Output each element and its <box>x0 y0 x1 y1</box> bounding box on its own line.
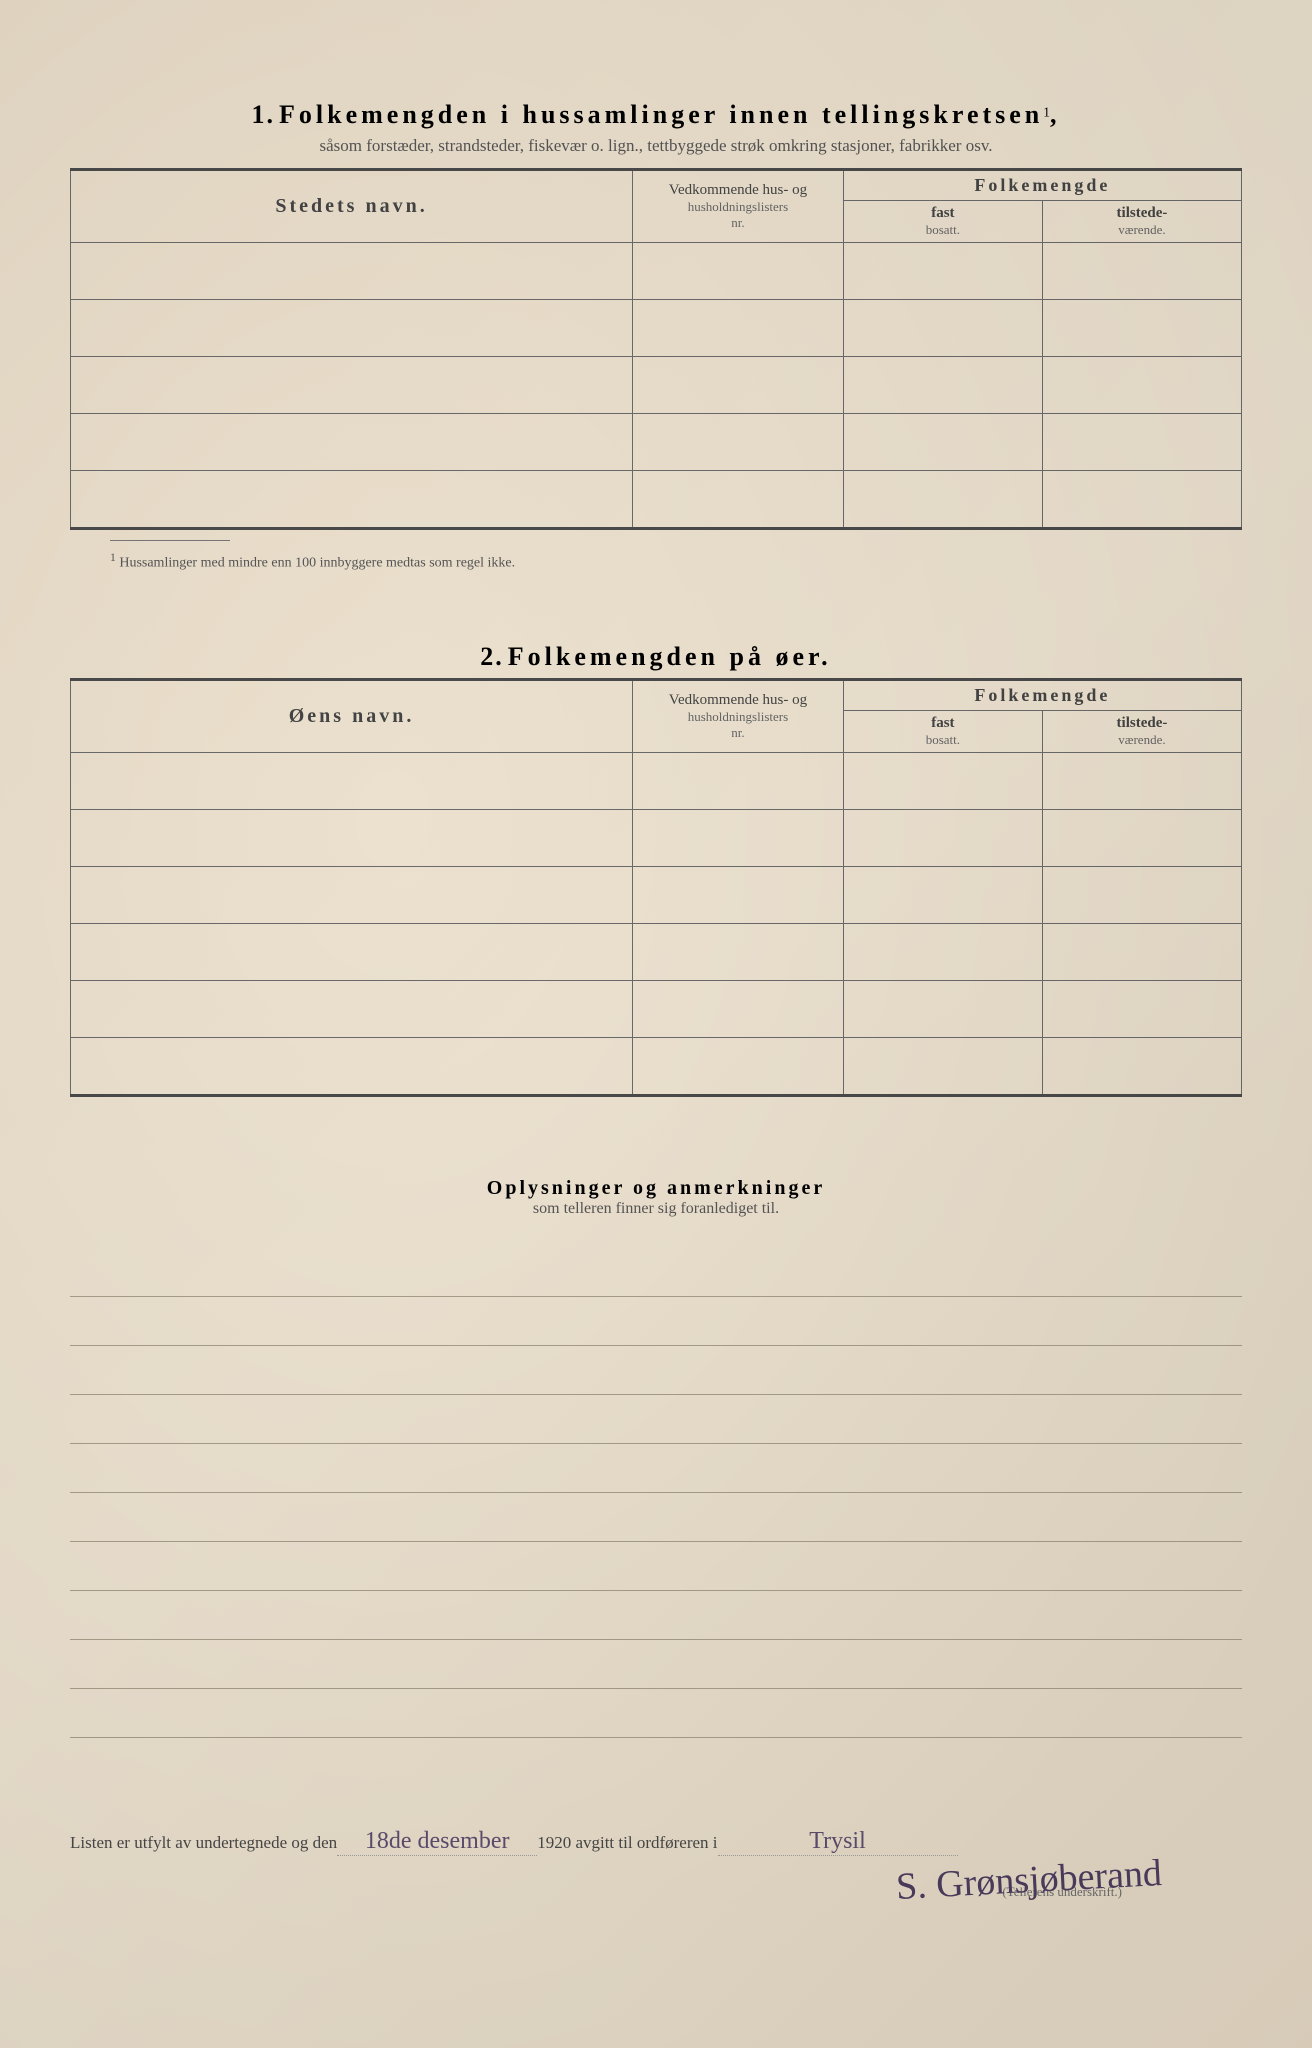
ruled-line <box>70 1297 1242 1346</box>
col-fast-bosatt: fast bosatt. <box>843 201 1042 243</box>
ruled-line <box>70 1689 1242 1738</box>
table-row <box>71 300 1242 357</box>
section2-title: 2. Folkemengden på øer. <box>70 642 1242 672</box>
ruled-line <box>70 1640 1242 1689</box>
ruled-line <box>70 1444 1242 1493</box>
table-row <box>71 243 1242 300</box>
oplysninger-section: Oplysninger og anmerkninger som telleren… <box>70 1177 1242 1218</box>
section1-sup: 1 <box>1043 105 1050 120</box>
col-stedets-navn: Stedets navn. <box>71 170 633 243</box>
section1-table: Stedets navn. Vedkommende hus- og hushol… <box>70 168 1242 530</box>
section1-rows <box>71 243 1242 529</box>
signature-line: Listen er utfylt av undertegnede og den … <box>70 1828 1242 1856</box>
footnote-rule <box>110 540 230 541</box>
section2-rows <box>71 752 1242 1095</box>
section1-title: 1. Folkemengden i hussamlinger innen tel… <box>70 100 1242 130</box>
ruled-line <box>70 1591 1242 1640</box>
col-fast-bosatt-2: fast bosatt. <box>843 710 1042 752</box>
col-listers-nr: Vedkommende hus- og husholdningslisters … <box>633 170 844 243</box>
sig-middle: avgitt til ordføreren i <box>575 1833 717 1853</box>
census-form-page: 1. Folkemengden i hussamlinger innen tel… <box>0 0 1312 2048</box>
col-listers-nr-2: Vedkommende hus- og husholdningslisters … <box>633 679 844 752</box>
sig-prefix: Listen er utfylt av undertegnede og den <box>70 1833 337 1853</box>
col-tilstedevaerende-2: tilstede- værende. <box>1042 710 1241 752</box>
section2-table: Øens navn. Vedkommende hus- og husholdni… <box>70 678 1242 1097</box>
ruled-line <box>70 1493 1242 1542</box>
ruled-line <box>70 1542 1242 1591</box>
table-row <box>71 809 1242 866</box>
section2-number: 2. <box>480 642 504 671</box>
table-row <box>71 980 1242 1037</box>
table-row <box>71 923 1242 980</box>
col-tilstedevaerende: tilstede- værende. <box>1042 201 1241 243</box>
section2: 2. Folkemengden på øer. Øens navn. Vedko… <box>70 642 1242 1097</box>
oplysninger-title: Oplysninger og anmerkninger <box>70 1177 1242 1200</box>
section1-heading: Folkemengden i hussamlinger innen tellin… <box>279 100 1043 129</box>
oplysninger-subtitle: som telleren finner sig foranlediget til… <box>70 1200 1242 1218</box>
sig-caption: (Tellerens underskrift.) <box>70 1884 1242 1900</box>
col-oens-navn: Øens navn. <box>71 679 633 752</box>
ruled-line <box>70 1248 1242 1297</box>
table-row <box>71 866 1242 923</box>
sig-date: 18de desember <box>337 1828 537 1856</box>
sig-name-handwriting: S. Grønsjøberand <box>895 1851 1163 1909</box>
col-folkemengde: Folkemengde <box>843 170 1241 201</box>
section1-subtitle: såsom forstæder, strandsteder, fiskevær … <box>70 136 1242 156</box>
ruled-lines-area <box>70 1248 1242 1738</box>
table-row <box>71 471 1242 529</box>
section1-footnote: 1 Hussamlinger med mindre enn 100 innbyg… <box>70 551 1242 572</box>
col-folkemengde-2: Folkemengde <box>843 679 1241 710</box>
section2-heading: Folkemengden på øer. <box>508 642 832 671</box>
ruled-line <box>70 1395 1242 1444</box>
ruled-line <box>70 1346 1242 1395</box>
table-row <box>71 414 1242 471</box>
section1-number: 1. <box>252 100 276 129</box>
table-row <box>71 357 1242 414</box>
sig-year: 1920 <box>537 1833 571 1853</box>
table-row <box>71 1037 1242 1095</box>
signature-area: Listen er utfylt av undertegnede og den … <box>70 1828 1242 1900</box>
sig-place: Trysil <box>718 1828 958 1856</box>
table-row <box>71 752 1242 809</box>
